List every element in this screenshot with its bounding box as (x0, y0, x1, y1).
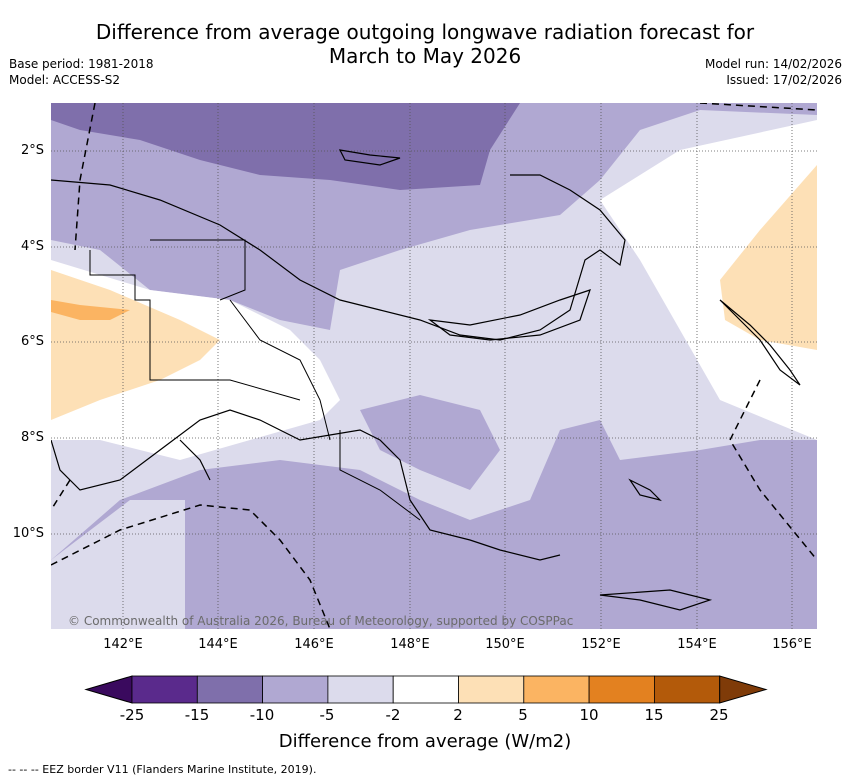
colorbar-tick-label: -5 (319, 706, 335, 724)
colorbar-swatch (196, 675, 264, 704)
anomaly-band-positive-east (720, 165, 817, 350)
colorbar-swatch (523, 675, 590, 704)
colorbar-tick-label: -15 (184, 706, 210, 724)
anomaly-band-neutral-east (600, 120, 817, 440)
lon-label-148e: 148°E (390, 637, 430, 652)
lon-label-144e: 144°E (198, 637, 238, 652)
colorbar-tick-label: 15 (644, 706, 664, 724)
coastline (51, 149, 801, 611)
map-area (51, 103, 817, 629)
colorbar-tick-label: 5 (518, 706, 528, 724)
issued-date: Issued: 17/02/2026 (726, 73, 842, 87)
copyright-notice: © Commonwealth of Australia 2026, Bureau… (68, 614, 574, 628)
colorbar-over-arrow (719, 675, 768, 704)
colorbar-swatch (327, 675, 394, 704)
lat-label-4s: 4°S (20, 239, 44, 254)
anomaly-band-strong-negative (51, 103, 520, 190)
colorbar-swatch (654, 675, 721, 704)
colorbar-under-arrow (84, 675, 133, 704)
colorbar-tick-label: -10 (249, 706, 275, 724)
eez-border (51, 103, 817, 629)
colorbar-tick-label: 2 (453, 706, 463, 724)
lat-label-6s: 6°S (20, 334, 44, 349)
colorbar-swatch (458, 675, 525, 704)
anomaly-band-negative-south (51, 420, 817, 629)
colorbar (84, 675, 768, 704)
colorbar-tick-label: 10 (579, 706, 599, 724)
model-name: Model: ACCESS-S2 (9, 73, 121, 87)
lon-label-154e: 154°E (677, 637, 717, 652)
lon-label-152e: 152°E (581, 637, 621, 652)
graticule (51, 103, 817, 629)
lon-label-146e: 146°E (294, 637, 334, 652)
colorbar-title: Difference from average (W/m2) (278, 731, 572, 752)
colorbar-tick-label: -25 (119, 706, 145, 724)
model-run: Model run: 14/02/2026 (704, 57, 842, 71)
colorbar-swatch (392, 675, 459, 704)
title-line-1: Difference from average outgoing longwav… (95, 20, 755, 44)
colorbar-tick-label: 25 (709, 706, 729, 724)
colorbar-swatch (262, 675, 329, 704)
lat-label-10s: 10°S (12, 526, 44, 541)
base-period: Base period: 1981-2018 (9, 57, 154, 71)
province-borders (89, 239, 421, 521)
lon-label-142e: 142°E (103, 637, 143, 652)
title-line-2: March to May 2026 (328, 44, 522, 68)
colorbar-swatch (588, 675, 655, 704)
anomaly-band-moderate-positive (51, 300, 130, 320)
eez-legend: -- -- -- EEZ border V11 (Flanders Marine… (8, 763, 317, 776)
anomaly-band-light-southwest (51, 500, 185, 629)
colorbar-swatch (131, 675, 198, 704)
anomaly-band-negative-central (360, 395, 500, 490)
lon-label-150e: 150°E (485, 637, 525, 652)
lat-label-8s: 8°S (20, 430, 44, 445)
lon-label-156e: 156°E (772, 637, 812, 652)
colorbar-tick-label: -2 (385, 706, 401, 724)
lat-label-2s: 2°S (20, 143, 44, 158)
